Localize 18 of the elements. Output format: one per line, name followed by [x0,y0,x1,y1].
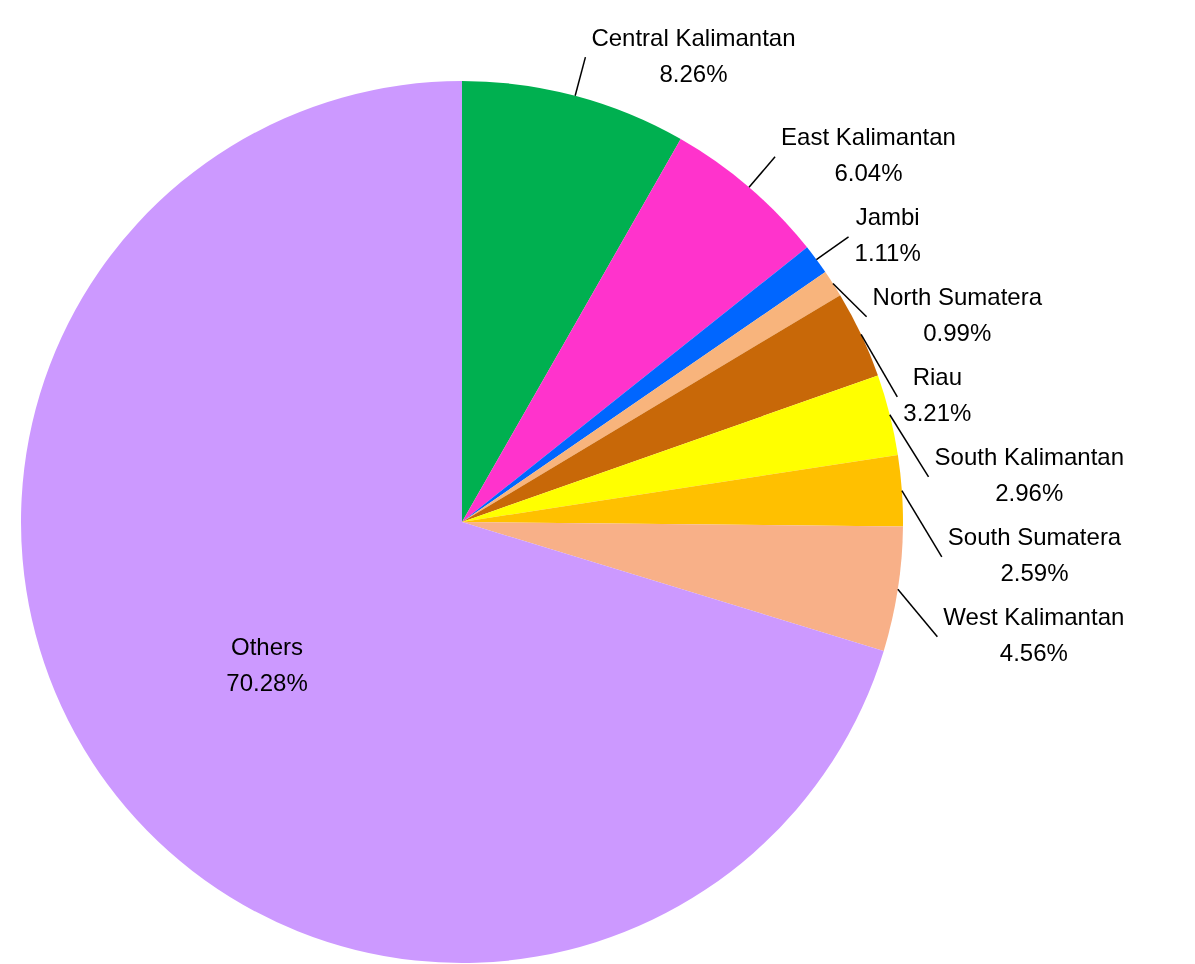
data-label: 1.11% [854,239,921,267]
slice-label: Jambi [855,203,920,231]
slice-label: Riau [912,363,962,391]
data-label: 2.59% [1000,559,1069,587]
data-label: 4.56% [999,639,1068,667]
data-label: 2.96% [995,479,1064,507]
slice-label: Central Kalimantan [591,23,796,51]
slice-label: East Kalimantan [781,123,956,151]
slice-label: West Kalimantan [943,603,1125,631]
slice-label: South Kalimantan [934,443,1125,471]
data-label: 70.28% [226,668,308,696]
data-label: 8.26% [659,59,728,87]
data-label: 6.04% [834,159,903,187]
slice-label: South Sumatera [947,523,1122,551]
slice-label: Others [231,632,304,660]
data-label: 3.21% [903,399,972,427]
slice-label: North Sumatera [872,283,1043,311]
data-label: 0.99% [923,319,992,347]
